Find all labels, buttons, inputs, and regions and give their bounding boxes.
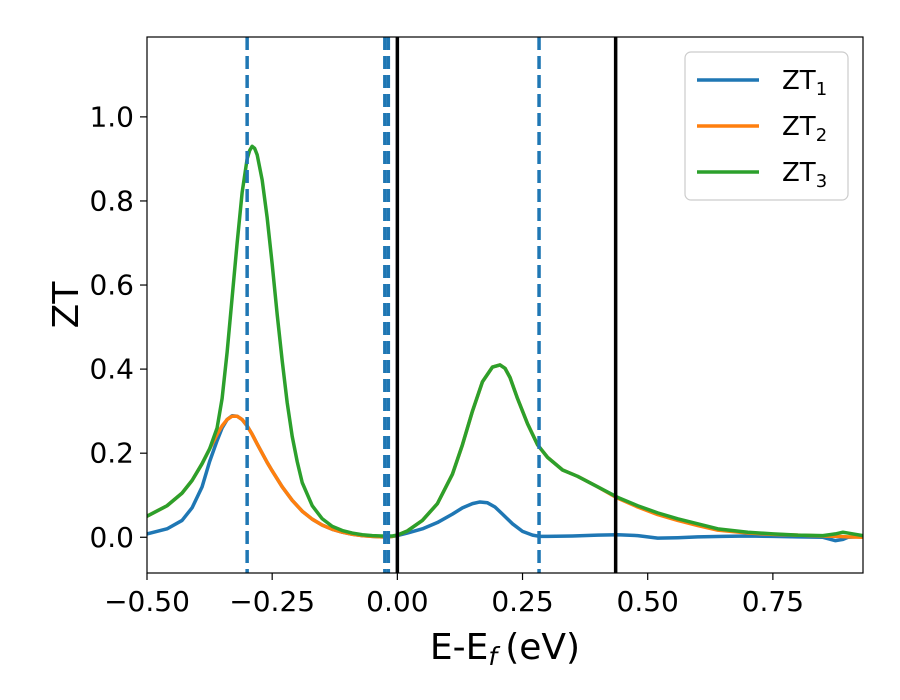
y-tick-label: 0.4 xyxy=(89,353,134,386)
y-tick-label: 0.2 xyxy=(89,437,134,470)
x-axis-title-sub: f xyxy=(488,642,500,671)
x-tick-label: 0.50 xyxy=(617,585,679,618)
x-axis: −0.50 −0.25 0.00 0.25 0.50 0.75 xyxy=(104,573,804,618)
legend-label-zt3: ZT3 xyxy=(782,158,827,192)
legend-box xyxy=(684,51,849,201)
x-tick-label: 0.00 xyxy=(366,585,428,618)
x-tick-label: 0.25 xyxy=(491,585,553,618)
plot-area xyxy=(147,37,863,573)
y-tick-label: 1.0 xyxy=(89,100,134,133)
x-axis-title: E-Ef (eV) xyxy=(430,627,580,671)
legend-label-zt1: ZT1 xyxy=(782,66,827,100)
series-line-zt1 xyxy=(147,414,863,543)
axes-frame xyxy=(146,36,864,574)
x-tick-label: −0.25 xyxy=(229,585,315,618)
x-tick-label: −0.50 xyxy=(104,585,190,618)
x-axis-title-main: E-E xyxy=(430,627,488,668)
y-tick-label: 0.0 xyxy=(89,521,134,554)
y-axis: 0.0 0.2 0.4 0.6 0.8 1.0 xyxy=(89,100,147,554)
y-tick-label: 0.6 xyxy=(89,269,134,302)
x-tick-label: 0.75 xyxy=(742,585,804,618)
legend-label-zt2: ZT2 xyxy=(782,112,827,146)
x-axis-title-unit: (eV) xyxy=(505,627,580,668)
series-line-zt3 xyxy=(147,144,863,538)
y-tick-label: 0.8 xyxy=(89,184,134,217)
series-line-zt2 xyxy=(147,363,863,540)
y-axis-title: ZT xyxy=(46,281,87,329)
legend: ZT1 ZT2 ZT3 xyxy=(684,51,849,201)
